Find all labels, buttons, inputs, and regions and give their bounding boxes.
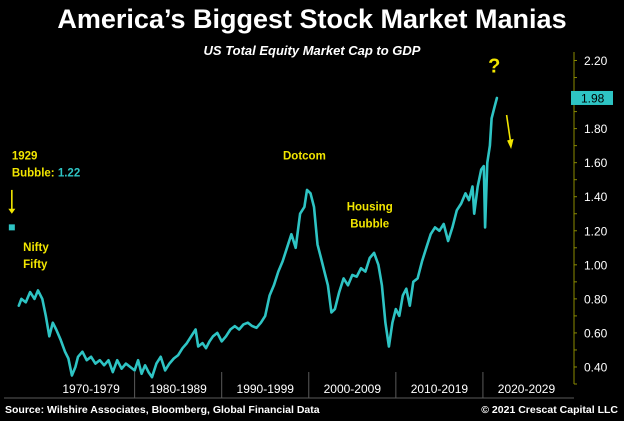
bubble-1929-arrow-head	[8, 208, 16, 214]
y-tick-label: 1.80	[584, 122, 608, 136]
y-tick-label: 1.20	[584, 224, 608, 238]
y-tick-label: 0.40	[584, 360, 608, 374]
chart-title: America’s Biggest Stock Market Manias	[57, 4, 567, 34]
bubble-1929-point	[8, 224, 15, 231]
annotation-label: Fifty	[23, 259, 48, 271]
y-tick-label: 0.60	[584, 326, 608, 340]
current-value-box	[571, 90, 613, 105]
y-tick-label-current: 1.98	[581, 91, 605, 105]
annotations: 1929 Bubble: 1.22 Nifty Fifty Dotcom Housing B…	[8, 55, 514, 271]
decline-arrow	[505, 114, 512, 143]
y-tick-label: 2.20	[584, 54, 608, 68]
y-tick-label: 1.00	[584, 258, 608, 272]
annotation-label: Nifty	[23, 242, 49, 254]
y-tick-label: 0.80	[584, 292, 608, 306]
decade-label: 2000-2009	[324, 382, 382, 396]
series-line	[17, 96, 499, 379]
decline-arrow-head	[507, 138, 514, 150]
decade-label: 1990-1999	[237, 382, 295, 396]
decade-labels: 1970-1979 1980-1989 1990-1999 2000-2009 2010…	[62, 382, 555, 396]
annotation-label: Bubble	[350, 218, 389, 230]
decade-dividers	[4, 372, 574, 399]
annotation-label: Dotcom	[283, 150, 326, 162]
series-group	[8, 96, 499, 379]
annotation-label: Bubble: 1.22	[12, 167, 80, 179]
y-tick-label: 1.40	[584, 190, 608, 204]
y-tick-label: 1.60	[584, 156, 608, 170]
decade-label: 1970-1979	[62, 382, 120, 396]
decade-label: 2010-2019	[411, 382, 469, 396]
annotation-label: 1929	[12, 150, 38, 162]
decade-label: 1980-1989	[149, 382, 207, 396]
annotation-label: ?	[488, 55, 500, 77]
copyright-note: © 2021 Crescat Capital LLC	[481, 404, 618, 416]
y-axis: 0.40 0.60 0.80 1.00 1.20 1.40 1.60 1.80 1.98 2.20	[571, 52, 613, 385]
chart-subtitle: US Total Equity Market Cap to GDP	[203, 43, 421, 58]
decade-label: 2020-2029	[498, 382, 556, 396]
source-note: Source: Wilshire Associates, Bloomberg, …	[5, 404, 320, 416]
annotation-label: Housing	[347, 201, 393, 213]
